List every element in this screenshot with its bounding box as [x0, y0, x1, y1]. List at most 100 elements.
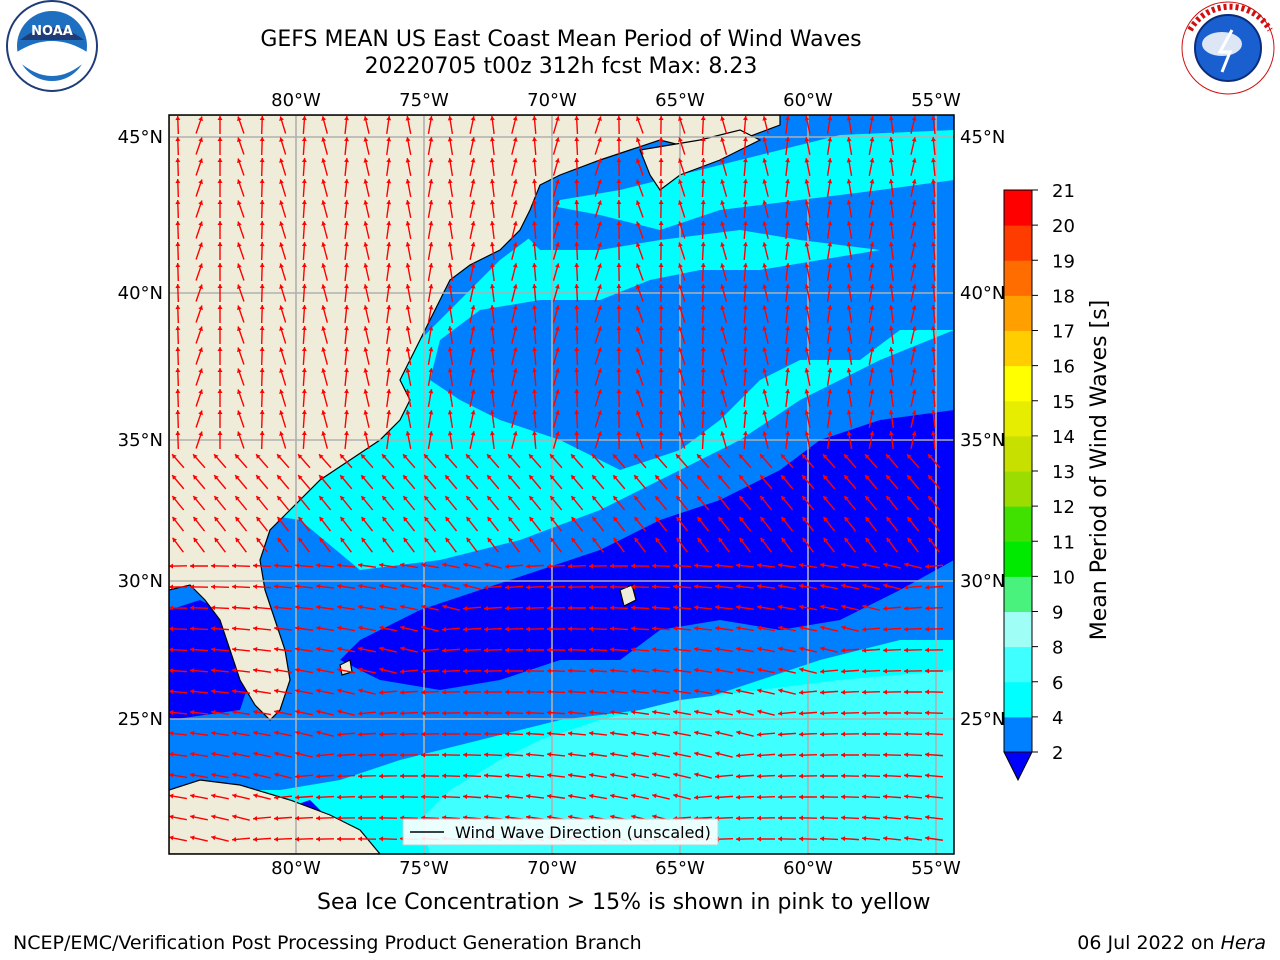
wind-arrow: [255, 453, 269, 469]
wind-arrow: [274, 667, 292, 674]
wind-arrow: [511, 389, 518, 407]
wind-arrow: [846, 263, 853, 281]
wind-arrow: [930, 241, 936, 261]
wind-arrow: [861, 752, 881, 758]
wind-arrow: [315, 815, 335, 821]
wind-arrow: [700, 157, 706, 177]
wind-arrow: [549, 516, 563, 532]
wind-arrow: [232, 772, 250, 779]
wind-arrow: [658, 367, 664, 387]
wind-arrow: [930, 346, 936, 366]
wind-arrow: [658, 241, 664, 261]
wind-arrow: [321, 242, 329, 260]
wind-arrow: [924, 731, 944, 737]
wind-arrow: [930, 409, 936, 429]
wind-arrow: [358, 646, 376, 653]
wind-arrow: [868, 263, 875, 281]
wind-arrow: [378, 815, 398, 821]
wind-arrow: [358, 667, 376, 674]
wind-arrow: [658, 325, 664, 345]
wind-arrow: [504, 563, 524, 569]
wind-arrow: [169, 709, 188, 715]
footer-machine: Hera: [1220, 932, 1266, 954]
wind-arrow: [822, 495, 836, 511]
wind-arrow: [321, 137, 329, 155]
wind-arrow: [344, 157, 350, 177]
wind-arrow: [574, 325, 580, 345]
lat-label-left: 25°N: [118, 709, 163, 730]
wind-arrow: [489, 115, 495, 135]
wind-arrow: [237, 431, 245, 449]
wind-arrow: [822, 516, 836, 532]
wind-arrow: [504, 773, 524, 779]
wind-arrow: [910, 347, 917, 365]
wind-arrow: [757, 667, 775, 674]
wind-arrow: [924, 793, 944, 799]
wind-arrow: [169, 584, 187, 590]
wind-arrow: [525, 731, 545, 737]
wind-arrow: [301, 178, 307, 198]
wind-arrow: [906, 453, 920, 469]
wind-arrow: [785, 178, 791, 198]
wind-arrow: [231, 563, 251, 569]
wind-arrow: [840, 689, 860, 695]
wind-arrow: [678, 347, 686, 365]
wind-arrow: [195, 200, 203, 218]
wind-arrow: [234, 474, 248, 490]
wind-arrow: [742, 283, 748, 303]
wind-arrow: [924, 584, 944, 590]
wind-arrow: [344, 367, 350, 387]
wind-arrow: [279, 326, 287, 344]
wind-arrow: [279, 221, 287, 239]
wind-arrow: [594, 431, 602, 449]
wind-arrow: [528, 495, 542, 511]
wind-arrow: [552, 410, 560, 428]
wind-arrow: [616, 325, 622, 345]
wind-arrow: [195, 347, 203, 365]
wind-arrow: [930, 136, 936, 156]
wind-arrow: [757, 836, 775, 842]
wind-arrow: [826, 389, 833, 407]
wind-arrow: [298, 537, 310, 553]
wind-arrow: [189, 668, 209, 674]
wind-arrow: [588, 689, 608, 695]
wind-arrow: [609, 647, 629, 653]
wind-arrow: [742, 409, 748, 429]
wind-arrow: [694, 667, 712, 674]
wind-arrow: [469, 326, 476, 344]
wind-arrow: [676, 537, 688, 553]
wind-arrow: [739, 537, 751, 553]
wind-arrow: [211, 730, 229, 737]
wind-arrow: [259, 136, 265, 156]
wind-arrow: [195, 284, 203, 302]
wind-arrow: [546, 647, 566, 653]
wind-arrow: [469, 305, 476, 323]
wind-arrow: [344, 136, 350, 156]
wind-arrow: [594, 284, 602, 302]
wind-arrow: [462, 647, 482, 653]
wind-arrow: [785, 346, 791, 366]
wind-arrow: [274, 772, 292, 779]
lon-label-bottom: 55°W: [911, 858, 961, 879]
wind-arrow: [658, 157, 664, 177]
colorbar-segment: [1004, 471, 1032, 507]
wind-arrow: [211, 772, 229, 779]
wind-arrow: [344, 199, 350, 219]
wind-arrow: [885, 474, 899, 490]
wind-arrow: [195, 116, 203, 134]
wind-arrow: [570, 453, 584, 469]
wind-arrow: [525, 689, 545, 695]
wind-arrow: [819, 794, 839, 800]
wind-arrow: [826, 284, 833, 302]
wind-arrow: [316, 667, 334, 674]
wind-arrow: [799, 583, 817, 590]
wind-arrow: [924, 814, 944, 820]
wind-arrow: [295, 709, 313, 716]
wind-arrow: [190, 835, 208, 842]
wind-arrow: [882, 647, 902, 653]
wind-arrow: [210, 584, 230, 590]
wind-arrow: [486, 495, 500, 511]
wind-arrow: [574, 283, 580, 303]
wind-arrow: [802, 537, 814, 553]
wind-arrow: [511, 200, 518, 218]
